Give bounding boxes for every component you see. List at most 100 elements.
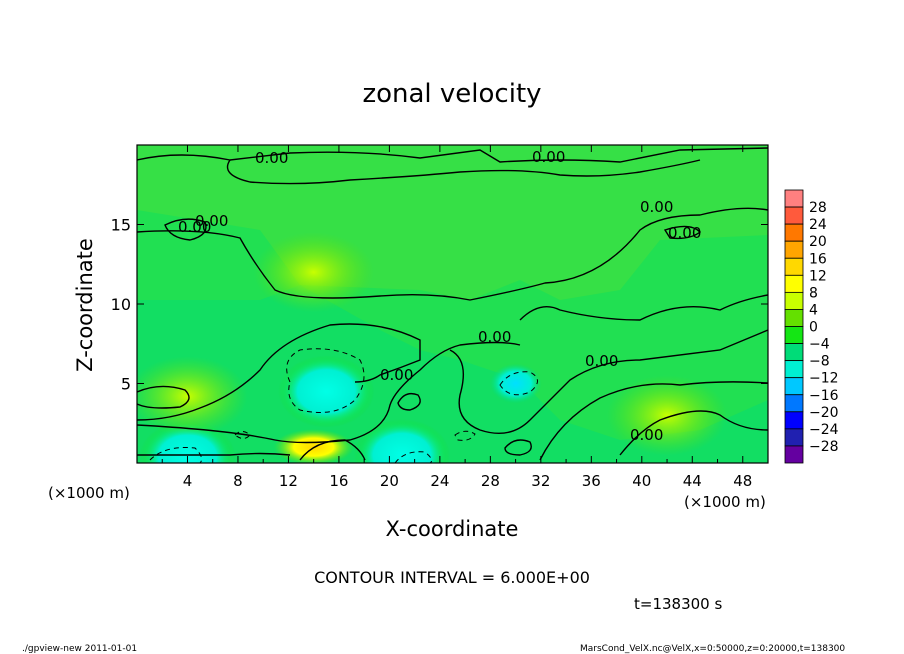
x-unit-label: (×1000 m) bbox=[684, 493, 766, 511]
colorbar-label: −4 bbox=[809, 337, 830, 353]
colorbar-label: 24 bbox=[809, 217, 827, 233]
colorbar-cell bbox=[784, 360, 804, 379]
colorbar-label: −20 bbox=[809, 405, 839, 421]
contour-label: 0.00 bbox=[630, 426, 663, 444]
contour-label: 0.00 bbox=[585, 352, 618, 370]
colorbar-label: 20 bbox=[809, 234, 827, 250]
y-tick-label: 15 bbox=[111, 216, 131, 235]
contour-label: 0.00 bbox=[478, 328, 511, 346]
y-unit-label: (×1000 m) bbox=[48, 484, 130, 502]
chart-title: zonal velocity bbox=[362, 79, 541, 109]
colorbar-cell bbox=[784, 411, 804, 430]
contour-label: 0.00 bbox=[640, 198, 673, 216]
contour-label: 0.00 bbox=[532, 148, 565, 166]
contour-line bbox=[137, 323, 421, 421]
contour-line bbox=[397, 392, 421, 411]
colorbar-cell bbox=[784, 326, 804, 344]
colorbar-cell bbox=[784, 377, 804, 396]
y-tick-label: 5 bbox=[121, 375, 131, 394]
y-axis: 5 10 15 bbox=[111, 216, 768, 394]
contour-line bbox=[299, 439, 366, 461]
contour-interval-text: CONTOUR INTERVAL = 6.000E+00 bbox=[314, 568, 590, 587]
x-tick-label: 28 bbox=[481, 472, 500, 490]
contour-line bbox=[226, 159, 701, 185]
contour-line bbox=[539, 381, 768, 461]
negative-contour bbox=[454, 430, 476, 441]
velocity-region bbox=[137, 356, 248, 437]
colorbar-label: 12 bbox=[809, 268, 827, 284]
plot-area: 0.00 0.000.000.000.000.000.000.000.000.00 bbox=[137, 145, 768, 463]
x-tick-label: 4 bbox=[183, 472, 193, 490]
contour-lines bbox=[137, 147, 768, 461]
x-tick-label: 36 bbox=[582, 472, 601, 490]
contour-label: 0.00 bbox=[178, 218, 211, 236]
contour-line bbox=[449, 329, 768, 434]
colorbar-label: −16 bbox=[809, 388, 839, 404]
contour-label: 0.00 bbox=[195, 212, 228, 230]
negative-contour bbox=[394, 451, 433, 463]
contour-label: 0.00 bbox=[668, 224, 701, 242]
negative-contours bbox=[149, 348, 538, 463]
negative-contour bbox=[234, 431, 251, 439]
colorbar-cell bbox=[784, 445, 804, 464]
colorbar-label: 4 bbox=[809, 302, 818, 318]
x-axis-label: X-coordinate bbox=[386, 517, 519, 541]
negative-contour bbox=[286, 348, 365, 413]
contour-line bbox=[137, 452, 291, 456]
footer-left: ./gpview-new 2011-01-01 bbox=[22, 644, 137, 654]
velocity-region bbox=[253, 232, 374, 313]
colorbar-cell bbox=[784, 309, 804, 327]
colorbar-cell bbox=[784, 343, 804, 362]
contour-line bbox=[504, 439, 532, 456]
negative-contour bbox=[499, 371, 538, 396]
x-tick-label: 24 bbox=[430, 472, 449, 490]
velocity-region bbox=[273, 429, 354, 463]
contour-label: 0.00 bbox=[255, 149, 288, 167]
colorbar-cell bbox=[784, 428, 804, 447]
colorbar-label: 0 bbox=[809, 320, 818, 336]
velocity-region bbox=[489, 363, 542, 404]
y-axis-label: Z-coordinate bbox=[73, 238, 97, 372]
contour-line bbox=[519, 294, 768, 321]
negative-contour bbox=[149, 447, 203, 463]
velocity-region bbox=[278, 355, 375, 428]
colorbar bbox=[784, 189, 804, 464]
colorbar-label: 28 bbox=[809, 200, 827, 216]
velocity-regions bbox=[137, 232, 728, 463]
contour-labels: 0.00 0.000.000.000.000.000.000.000.000.00 bbox=[178, 148, 701, 444]
x-tick-label: 32 bbox=[531, 472, 550, 490]
colorbar-label: 8 bbox=[809, 285, 818, 301]
x-tick-label: 8 bbox=[233, 472, 243, 490]
velocity-region bbox=[354, 419, 451, 463]
x-tick-label: 16 bbox=[329, 472, 348, 490]
colorbar-cell bbox=[784, 240, 804, 259]
colorbar-label: −12 bbox=[809, 371, 839, 387]
contour-line bbox=[663, 225, 702, 240]
y-tick-label: 10 bbox=[111, 295, 131, 314]
velocity-region bbox=[607, 375, 728, 456]
x-tick-label: 12 bbox=[279, 472, 298, 490]
colorbar-label: −8 bbox=[809, 354, 830, 370]
colorbar-cell bbox=[784, 274, 804, 293]
time-label: t=138300 s bbox=[634, 595, 722, 613]
contour-line bbox=[164, 218, 207, 241]
colorbar-label: −24 bbox=[809, 422, 839, 438]
colorbar-cell bbox=[784, 394, 804, 413]
contour-line bbox=[619, 410, 768, 456]
contour-label: 0.00 bbox=[380, 366, 413, 384]
x-tick-label: 44 bbox=[683, 472, 702, 490]
colorbar-cell bbox=[784, 189, 804, 208]
colorbar-cell bbox=[784, 206, 804, 225]
x-tick-label: 48 bbox=[733, 472, 752, 490]
contour-line bbox=[137, 341, 521, 444]
footer-right: MarsCond_VelX.nc@VelX,x=0:50000,z=0:2000… bbox=[580, 644, 845, 654]
colorbar-label: −28 bbox=[809, 439, 839, 455]
colorbar-label: 16 bbox=[809, 251, 827, 267]
contour-line bbox=[137, 147, 768, 163]
colorbar-cell bbox=[784, 257, 804, 276]
colorbar-cell bbox=[784, 291, 804, 310]
x-axis: 4 8 12 16 20 24 28 32 36 40 44 48 bbox=[161, 145, 752, 490]
x-tick-label: 20 bbox=[380, 472, 399, 490]
